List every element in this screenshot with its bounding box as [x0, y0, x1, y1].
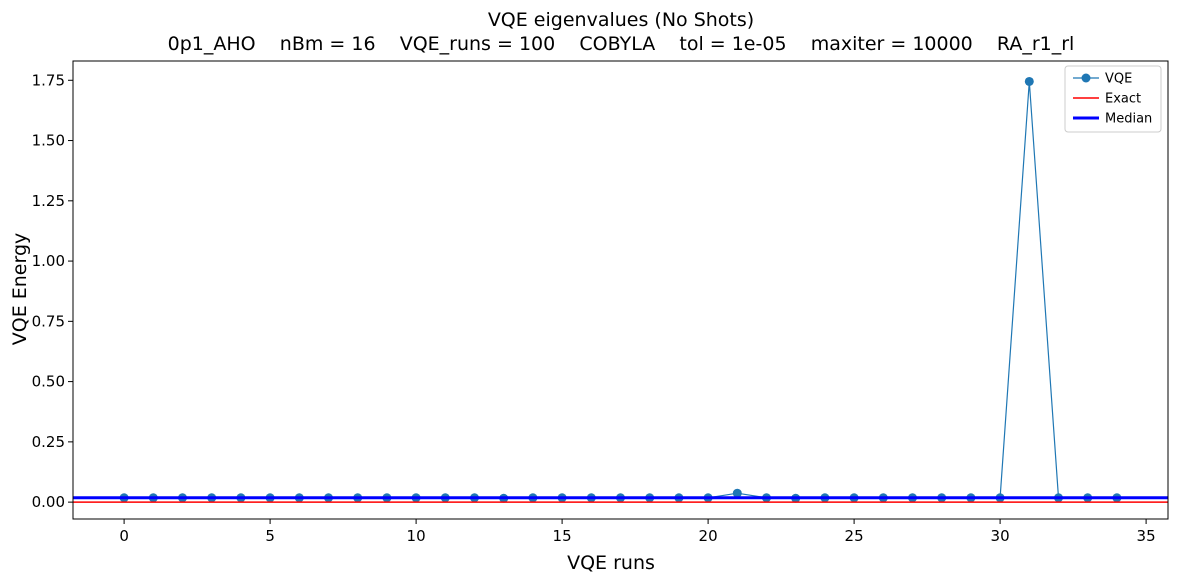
x-tick-label: 25	[845, 527, 864, 545]
y-tick-label: 1.50	[32, 132, 65, 150]
legend-vqe-label: VQE	[1105, 72, 1132, 87]
x-tick-label: 0	[119, 527, 129, 545]
legend-median-label: Median	[1105, 112, 1152, 127]
y-tick-label: 0.50	[32, 373, 65, 391]
legend-exact-label: Exact	[1105, 92, 1141, 107]
y-axis-label: VQE Energy	[9, 233, 31, 346]
y-tick-label: 1.25	[32, 192, 65, 210]
series-layer	[73, 76, 1168, 503]
axes-layer: 0 5 10 15 20 25 30 35 0.00 0.25 0.50 0.75 1.00 1.25 1.…	[32, 60, 1169, 545]
legend-vqe-marker	[1081, 73, 1091, 83]
x-tick-label: 35	[1137, 527, 1156, 545]
x-tick-label: 30	[991, 527, 1010, 545]
x-tick-label: 5	[265, 527, 275, 545]
chart-subtitle: 0p1_AHO nBm = 16 VQE_runs = 100 COBYLA t…	[168, 33, 1075, 55]
chart-title: VQE eigenvalues (No Shots)	[488, 9, 754, 31]
x-tick-label: 15	[553, 527, 572, 545]
legend-box	[1064, 65, 1162, 133]
series-vqe-line	[124, 81, 1117, 499]
x-tick-label: 10	[407, 527, 426, 545]
y-tick-label: 0.00	[32, 493, 65, 511]
axes-frame	[72, 60, 1169, 520]
data-point	[732, 488, 742, 498]
y-tick-label: 1.00	[32, 252, 65, 270]
y-tick-label: 1.75	[32, 71, 65, 89]
y-tick-label: 0.25	[32, 433, 65, 451]
y-tick-label: 0.75	[32, 312, 65, 330]
data-point	[1024, 76, 1034, 86]
x-tick-label: 20	[699, 527, 718, 545]
x-axis-label: VQE runs	[567, 552, 655, 574]
legend: VQE Exact Median	[1064, 65, 1162, 133]
